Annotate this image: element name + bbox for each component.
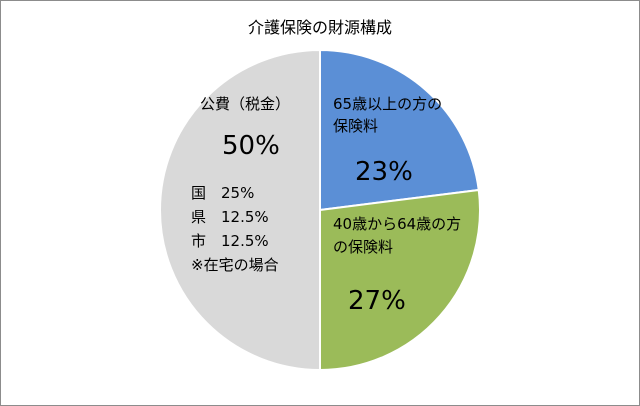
slice-value-40to64: 27% (348, 286, 406, 316)
pie-slice-40to64 (319, 188, 481, 372)
slice-label-40to64-line2: の保険料 (333, 238, 393, 256)
public-note-national: 国 25% (191, 184, 254, 202)
slice-label-65plus-line2: 保険料 (333, 117, 378, 135)
public-note-city: 市 12.5% (191, 232, 269, 250)
chart-title: 介護保険の財源構成 (247, 18, 392, 37)
public-note-home-care: ※在宅の場合 (191, 256, 279, 274)
slice-value-public: 50% (222, 131, 280, 161)
slice-value-65plus: 23% (355, 157, 413, 187)
slice-label-40to64-line1: 40歳から64歳の方 (333, 215, 461, 233)
slice-label-65plus-line1: 65歳以上の方の (333, 95, 442, 113)
slice-label-public: 公費（税金） (200, 95, 290, 113)
pie-slice-public (159, 48, 321, 372)
public-note-prefecture: 県 12.5% (191, 208, 269, 226)
pie-slice-65plus (319, 48, 480, 212)
